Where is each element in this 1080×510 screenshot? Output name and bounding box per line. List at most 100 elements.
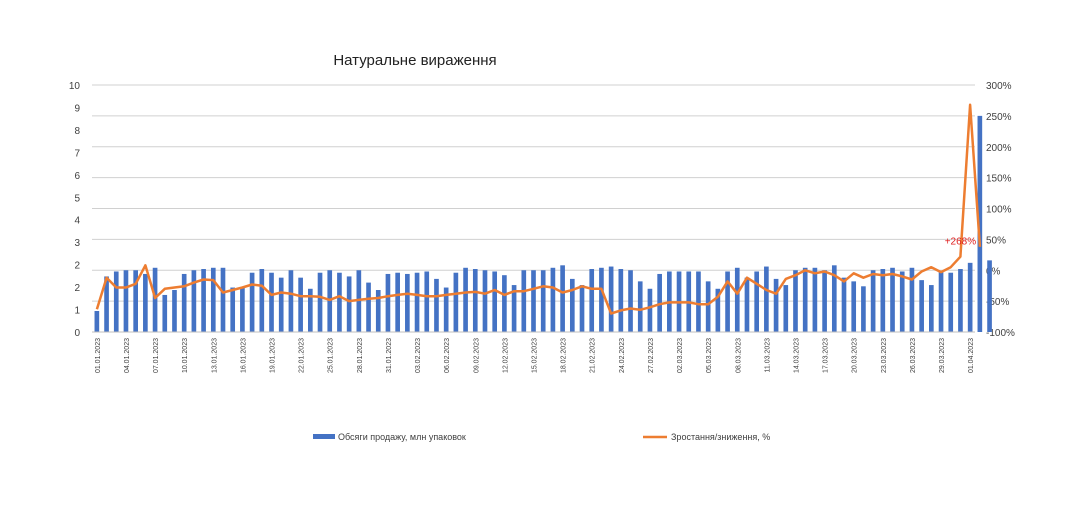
bar (249, 272, 255, 332)
bar (841, 277, 847, 332)
bar (152, 267, 158, 332)
x-axis: 01.01.2023 04.01.2023 07.01.2023 10.01.2023… (92, 331, 975, 373)
bar (754, 271, 760, 332)
x-tick-label: 01.01.2023 (95, 338, 102, 373)
right-tick-label: 300% (986, 81, 1012, 92)
bar (288, 270, 294, 332)
legend: Обсяги продажу, млн упаковок Зростання/з… (313, 432, 770, 442)
bar (725, 271, 730, 332)
x-tick-label: 24.02.2023 (619, 338, 626, 373)
x-tick-label: 01.04.2023 (968, 338, 975, 373)
x-tick-label: 08.03.2023 (735, 338, 742, 373)
bar (696, 271, 701, 332)
right-tick-label: 150% (986, 174, 1012, 185)
bar (560, 265, 565, 332)
x-tick-label: 17.03.2023 (823, 338, 830, 373)
bar (599, 267, 604, 332)
x-tick-label: 02.03.2023 (677, 338, 684, 373)
bar (278, 277, 284, 332)
bar (385, 273, 391, 332)
bar (269, 272, 274, 332)
bar (172, 290, 177, 332)
bar (870, 270, 876, 332)
x-tick-label: 20.03.2023 (852, 338, 859, 373)
bar (783, 285, 789, 332)
bar (647, 288, 653, 332)
annotations: +268% (945, 237, 977, 248)
bar (259, 269, 265, 332)
bar (919, 280, 924, 332)
bar (346, 276, 352, 332)
chart-title: Натуральне вираження (333, 52, 496, 69)
bar (113, 271, 119, 332)
bar (133, 270, 138, 332)
bar (453, 272, 459, 332)
bar (958, 269, 963, 332)
bar (831, 265, 837, 332)
bar (812, 267, 818, 332)
bar (579, 285, 585, 332)
series-line (95, 103, 982, 315)
bar (793, 270, 798, 332)
gridlines (92, 84, 975, 333)
bar (967, 262, 973, 332)
right-axis: -100% -50% 0% 50% 100% 150% 200% 250% 300% (986, 81, 1015, 339)
left-tick-label: 5 (74, 193, 80, 204)
bar (94, 311, 100, 332)
bar (366, 282, 371, 332)
bar (744, 277, 750, 332)
bar (890, 267, 895, 332)
bar (948, 272, 954, 332)
x-tick-label: 25.01.2023 (328, 338, 335, 373)
bar (443, 287, 449, 332)
x-tick-label: 22.01.2023 (299, 338, 306, 373)
bar (502, 275, 507, 332)
left-tick-label: 10 (69, 81, 81, 92)
x-tick-label: 29.03.2023 (939, 338, 946, 373)
right-tick-label: 250% (986, 112, 1012, 123)
bar (405, 273, 410, 332)
bar (909, 267, 915, 332)
bar (230, 287, 236, 332)
x-tick-label: 19.01.2023 (270, 338, 277, 373)
bar (414, 272, 420, 332)
bar (822, 270, 827, 332)
x-tick-label: 27.02.2023 (648, 338, 655, 373)
bar (472, 269, 478, 332)
bar (899, 271, 905, 332)
x-tick-label: 14.03.2023 (793, 338, 800, 373)
legend-line-label: Зростання/зниження, % (671, 432, 770, 442)
bar (531, 270, 536, 332)
left-tick-label: 9 (74, 103, 80, 114)
left-tick-label: 2 (74, 261, 80, 272)
left-tick-label: 4 (74, 216, 80, 227)
x-tick-label: 28.01.2023 (357, 338, 364, 373)
x-tick-label: 13.01.2023 (211, 338, 218, 373)
x-tick-label: 03.02.2023 (415, 338, 422, 373)
bar (861, 286, 866, 332)
left-tick-label: 7 (74, 148, 80, 159)
bar (929, 285, 934, 332)
bar (851, 281, 857, 332)
x-tick-label: 21.02.2023 (590, 338, 597, 373)
peak-annotation: +268% (945, 237, 977, 248)
bar (764, 266, 769, 332)
bar (569, 278, 575, 332)
bar (463, 267, 468, 332)
bar (550, 267, 556, 332)
bar (298, 277, 303, 332)
x-tick-label: 31.01.2023 (386, 338, 393, 373)
bar (317, 272, 323, 332)
x-tick-label: 11.03.2023 (764, 338, 771, 373)
bar (307, 288, 313, 332)
x-tick-label: 26.03.2023 (910, 338, 917, 373)
bar (589, 269, 595, 332)
bar (191, 270, 197, 332)
bar-series (94, 115, 992, 332)
bar (705, 281, 711, 332)
bar (938, 271, 944, 332)
bar (628, 270, 633, 332)
right-tick-label: 50% (986, 235, 1006, 246)
right-tick-label: 0% (986, 266, 1001, 277)
x-tick-label: 12.02.2023 (502, 338, 509, 373)
